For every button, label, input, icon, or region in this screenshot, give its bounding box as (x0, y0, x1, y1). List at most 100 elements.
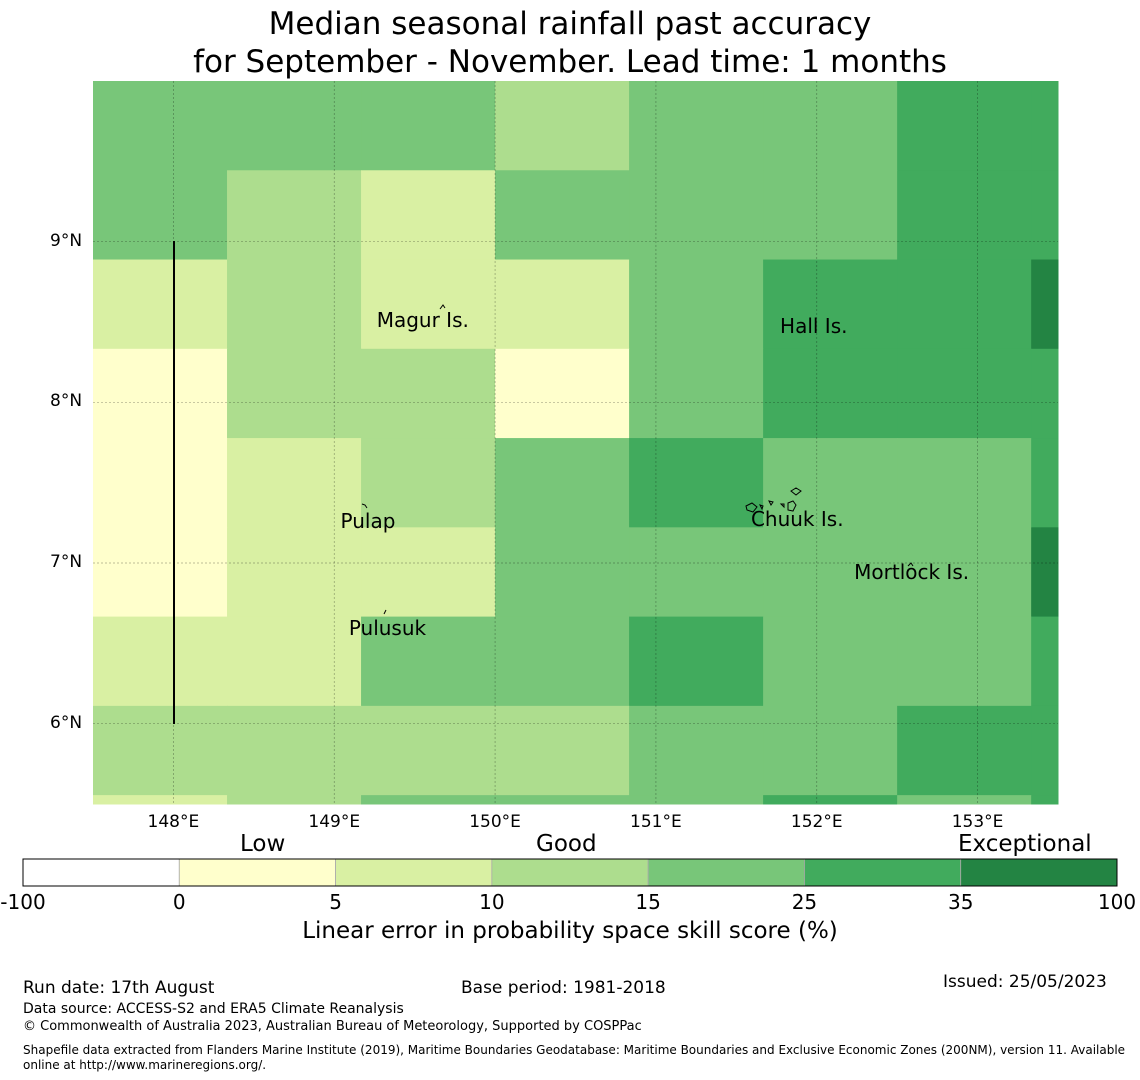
grid-cell (227, 527, 362, 618)
issued-date: Issued: 25/05/2023 (943, 972, 1107, 992)
latitude-label: 6°N (50, 712, 83, 733)
grid-cell (629, 705, 764, 796)
map-title: Median seasonal rainfall past accuracy f… (0, 5, 1140, 81)
skill-grid (93, 81, 1059, 805)
grid-cell (227, 705, 362, 796)
grid-cell (495, 170, 630, 261)
grid-cell (93, 705, 228, 796)
grid-cell (93, 438, 228, 528)
copyright: © Commonwealth of Australia 2023, Austra… (23, 1019, 642, 1034)
place-label: Pulusuk (348, 616, 427, 641)
grid-cell (361, 259, 496, 350)
grid-cell (495, 705, 630, 796)
grid-cell (763, 616, 898, 707)
colorbar-frame (22, 858, 1118, 887)
grid-cell (227, 259, 362, 350)
grid-cell (763, 348, 898, 439)
colorbar (22, 858, 1118, 887)
grid-cell (93, 348, 228, 439)
grid-cell (495, 348, 630, 439)
place-label: Hall Is. (780, 314, 848, 339)
shapefile-credit: Shapefile data extracted from Flanders M… (23, 1043, 1126, 1072)
colorbar-tick-label: 10 (479, 890, 505, 914)
data-source: Data source: ACCESS-S2 and ERA5 Climate … (23, 1001, 404, 1017)
grid-cell (629, 259, 764, 350)
colorbar-swatch (22, 858, 180, 887)
grid-cell (897, 795, 1032, 805)
grid-cell (361, 348, 496, 439)
grid-cell (1031, 795, 1059, 805)
grid-cell (629, 795, 764, 805)
chuuk-island-shape (745, 487, 802, 513)
grid-cell (897, 81, 1032, 171)
grid-cell (629, 348, 764, 439)
longitude-label: 151°E (630, 812, 682, 832)
grid-cell (495, 795, 630, 805)
base-period: Base period: 1981-2018 (461, 978, 666, 998)
magur-island-shape (439, 304, 446, 310)
colorbar-tick-label: -100 (0, 890, 46, 914)
grid-cell (897, 348, 1032, 439)
colorbar-swatch (335, 858, 493, 887)
longitude-label: 150°E (469, 812, 521, 832)
grid-cell (897, 705, 1032, 796)
grid-cell (227, 81, 362, 171)
grid-cell (495, 259, 630, 350)
grid-cell (897, 527, 1032, 618)
latitude-label: 8°N (50, 391, 83, 412)
grid-cell (629, 616, 764, 707)
place-label: Mortlock Is. (854, 560, 970, 585)
grid-cell (897, 438, 1032, 528)
colorbar-swatch (960, 858, 1118, 887)
pulusuk-island-shape (383, 609, 387, 615)
grid-cell (1031, 348, 1059, 439)
grid-cell (93, 795, 228, 805)
grid-cell (763, 170, 898, 261)
grid-cell (1031, 438, 1059, 528)
grid-cell (1031, 259, 1059, 350)
colorbar-category-exceptional: Exceptional (958, 831, 1092, 857)
grid-cell (361, 170, 496, 261)
place-label: Pulap (340, 508, 396, 533)
grid-cell (361, 527, 496, 618)
grid-cell (361, 438, 496, 528)
grid-cell (1031, 170, 1059, 261)
grid-cell (1031, 616, 1059, 707)
grid-cell (897, 616, 1032, 707)
colorbar-swatch (804, 858, 962, 887)
colorbar-swatch (647, 858, 805, 887)
grid-cell (495, 438, 630, 528)
longitude-label: 149°E (308, 812, 361, 832)
grid-cell (629, 527, 764, 618)
mortlock-island-shape (907, 562, 914, 567)
title-line-1: Median seasonal rainfall past accuracy (268, 6, 872, 42)
colorbar-swatch (178, 858, 336, 887)
colorbar-tick-label: 0 (172, 890, 186, 914)
colorbar-tick-label: 35 (947, 890, 974, 914)
grid-cell (227, 795, 362, 805)
grid-cell (763, 527, 898, 618)
place-label: Magur Is. (376, 308, 469, 332)
grid-cell (763, 705, 898, 796)
title-line-2: for September - November. Lead time: 1 m… (193, 44, 947, 80)
grid-cell (897, 259, 1032, 350)
grid-cell (227, 170, 362, 261)
place-label: Chuuk Is. (750, 507, 844, 532)
grid-cell (763, 259, 898, 350)
grid-cell (93, 616, 228, 707)
grid-cell (495, 616, 630, 707)
run-date: Run date: 17th August (23, 978, 215, 998)
grid-cell (629, 438, 764, 528)
grid-cell (361, 616, 496, 707)
grid-cell (1031, 705, 1059, 796)
grid-cell (93, 170, 228, 261)
colorbar-swatch (491, 858, 649, 887)
longitude-label: 148°E (147, 812, 200, 832)
colorbar-category-low: Low (240, 831, 286, 857)
grid-cell (1031, 81, 1059, 171)
grid-cell (763, 438, 898, 528)
grid-cell (495, 81, 630, 171)
island-outlines (361, 304, 914, 615)
grid-cell (227, 348, 362, 439)
